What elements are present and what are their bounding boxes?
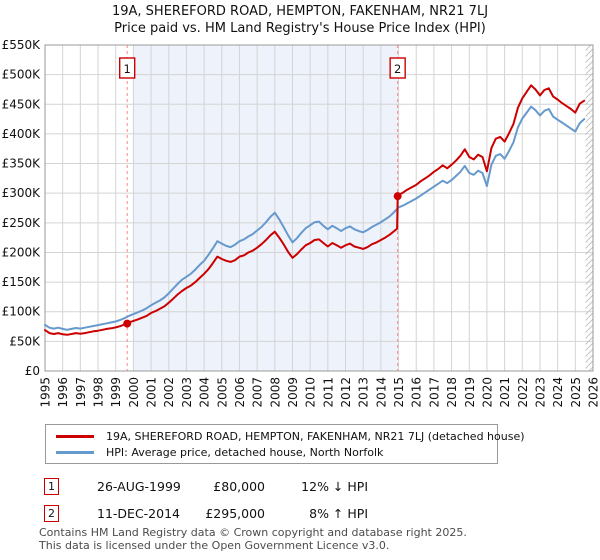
page-title: 19A, SHEREFORD ROAD, HEMPTON, FAKENHAM, … bbox=[111, 4, 489, 19]
svg-text:£50K: £50K bbox=[9, 334, 41, 348]
svg-text:£100K: £100K bbox=[2, 305, 42, 319]
svg-text:2011: 2011 bbox=[321, 377, 335, 408]
sale-2-date: 11-DEC-2014 bbox=[97, 506, 180, 521]
svg-text:£550K: £550K bbox=[2, 38, 42, 52]
license-attribution: Contains HM Land Registry data © Crown c… bbox=[39, 526, 595, 552]
svg-text:2010: 2010 bbox=[304, 377, 318, 408]
sale-row-2: 2 11-DEC-2014 £295,000 8% ↑ HPI bbox=[44, 505, 564, 523]
price-history-chart: 1 2 £0 £50K £100K £150K £200K £250K £300K £350K £4… bbox=[2, 38, 600, 408]
svg-text:1998: 1998 bbox=[92, 377, 106, 408]
future-hatched-region bbox=[585, 45, 593, 371]
svg-text:2015: 2015 bbox=[392, 377, 406, 408]
svg-text:£350K: £350K bbox=[2, 157, 42, 171]
svg-text:2004: 2004 bbox=[198, 377, 212, 408]
legend-label-property: 19A, SHEREFORD ROAD, HEMPTON, FAKENHAM, … bbox=[106, 429, 525, 443]
svg-text:2018: 2018 bbox=[445, 377, 459, 408]
svg-text:1997: 1997 bbox=[74, 377, 88, 408]
y-axis-labels: £0 £50K £100K £150K £200K £250K £300K £350K £400… bbox=[2, 38, 42, 378]
svg-text:2016: 2016 bbox=[410, 377, 424, 408]
sale-row-1: 1 26-AUG-1999 £80,000 12% ↓ HPI bbox=[44, 478, 564, 496]
svg-text:2002: 2002 bbox=[162, 377, 176, 408]
svg-text:2025: 2025 bbox=[569, 377, 583, 408]
svg-text:2007: 2007 bbox=[251, 377, 265, 408]
svg-text:2006: 2006 bbox=[233, 377, 247, 408]
chart-legend: 19A, SHEREFORD ROAD, HEMPTON, FAKENHAM, … bbox=[45, 424, 525, 464]
svg-text:2008: 2008 bbox=[268, 377, 282, 408]
svg-text:2019: 2019 bbox=[463, 377, 477, 408]
svg-text:2013: 2013 bbox=[357, 377, 371, 408]
sale-1-badge: 1 bbox=[44, 478, 59, 495]
legend-item-property: 19A, SHEREFORD ROAD, HEMPTON, FAKENHAM, … bbox=[56, 428, 525, 444]
svg-text:£250K: £250K bbox=[2, 216, 42, 230]
svg-text:2026: 2026 bbox=[587, 377, 600, 408]
svg-text:1995: 1995 bbox=[39, 377, 53, 408]
svg-text:£0: £0 bbox=[25, 364, 40, 378]
sale-2-badge: 2 bbox=[44, 505, 59, 522]
svg-text:£300K: £300K bbox=[2, 186, 42, 200]
svg-text:2005: 2005 bbox=[215, 377, 229, 408]
svg-text:£400K: £400K bbox=[2, 127, 42, 141]
svg-text:2021: 2021 bbox=[498, 377, 512, 408]
legend-item-hpi: HPI: Average price, detached house, Nort… bbox=[56, 444, 492, 460]
sale-2-marker-flag: 2 bbox=[389, 57, 406, 79]
svg-text:2000: 2000 bbox=[127, 377, 141, 408]
svg-text:2017: 2017 bbox=[427, 377, 441, 408]
svg-text:1996: 1996 bbox=[56, 377, 70, 408]
svg-text:£450K: £450K bbox=[2, 97, 42, 111]
svg-text:2009: 2009 bbox=[286, 377, 300, 408]
sale-2-hpi-comparison: 8% ↑ HPI bbox=[309, 506, 368, 521]
plot-border bbox=[44, 44, 594, 372]
hpi-line-swatch-icon bbox=[56, 450, 94, 454]
attribution-line2: This data is licensed under the Open Gov… bbox=[39, 538, 390, 552]
svg-text:2020: 2020 bbox=[480, 377, 494, 408]
svg-text:2023: 2023 bbox=[533, 377, 547, 408]
svg-text:2: 2 bbox=[394, 62, 401, 76]
svg-text:£150K: £150K bbox=[2, 275, 42, 289]
svg-text:£500K: £500K bbox=[2, 68, 42, 82]
legend-label-hpi: HPI: Average price, detached house, Nort… bbox=[106, 445, 384, 459]
svg-text:1: 1 bbox=[124, 62, 131, 76]
svg-text:2014: 2014 bbox=[374, 377, 388, 408]
page-subtitle: Price paid vs. HM Land Registry's House … bbox=[114, 21, 486, 36]
between-sales-shaded-region bbox=[133, 45, 398, 371]
property-line-swatch-icon bbox=[56, 434, 94, 438]
svg-text:2022: 2022 bbox=[516, 377, 530, 408]
sale-1-price: £80,000 bbox=[213, 479, 265, 494]
attribution-line1: Contains HM Land Registry data © Crown c… bbox=[39, 526, 467, 539]
sale-1-point-dot bbox=[123, 319, 132, 328]
x-axis-labels: 1995 1996 1997 1998 1999 2000 2001 2002 2003 2004… bbox=[39, 377, 600, 408]
sale-1-hpi-comparison: 12% ↓ HPI bbox=[301, 479, 368, 494]
sale-2-point-dot bbox=[393, 192, 402, 201]
sale-1-marker-flag: 1 bbox=[118, 57, 136, 79]
svg-text:2024: 2024 bbox=[551, 377, 565, 408]
hpi-line bbox=[44, 105, 586, 331]
svg-text:£200K: £200K bbox=[2, 245, 42, 259]
sale-1-date: 26-AUG-1999 bbox=[97, 479, 181, 494]
price-paid-line bbox=[44, 84, 586, 336]
svg-text:1999: 1999 bbox=[109, 377, 123, 408]
svg-text:2003: 2003 bbox=[180, 377, 194, 408]
svg-text:2001: 2001 bbox=[145, 377, 159, 408]
sale-2-price: £295,000 bbox=[205, 506, 265, 521]
svg-text:2012: 2012 bbox=[339, 377, 353, 408]
